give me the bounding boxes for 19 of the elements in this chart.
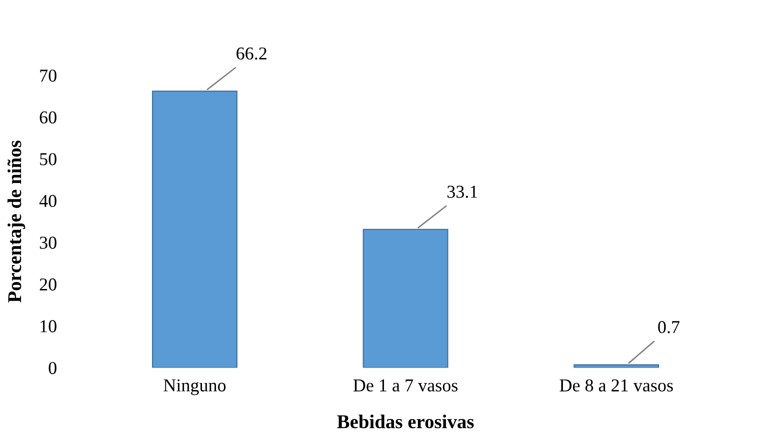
x-tick-label: Ninguno <box>164 379 226 396</box>
bar <box>574 364 660 368</box>
x-tick-label: De 8 a 21 vasos <box>560 379 673 392</box>
x-axis-title: Bebidas erosivas <box>337 414 474 428</box>
y-axis-title: Porcentaje de niños <box>7 140 26 303</box>
data-label: 0.7 <box>658 320 680 334</box>
data-label: 66.2 <box>236 47 266 60</box>
x-tick-label: De 1 a 7 vasos <box>353 379 458 392</box>
bar <box>362 228 448 368</box>
y-tick-label: 10 <box>40 320 56 332</box>
y-tick-label: 0 <box>48 362 56 374</box>
y-tick-label: 30 <box>40 236 56 249</box>
bar <box>152 90 238 368</box>
y-tick-label: 20 <box>40 278 56 291</box>
y-tick-label: 40 <box>39 194 56 208</box>
y-tick-label: 60 <box>40 111 56 124</box>
y-tick-label: 50 <box>40 153 56 166</box>
data-label: 33.1 <box>447 186 478 198</box>
y-tick-label: 70 <box>40 70 56 82</box>
